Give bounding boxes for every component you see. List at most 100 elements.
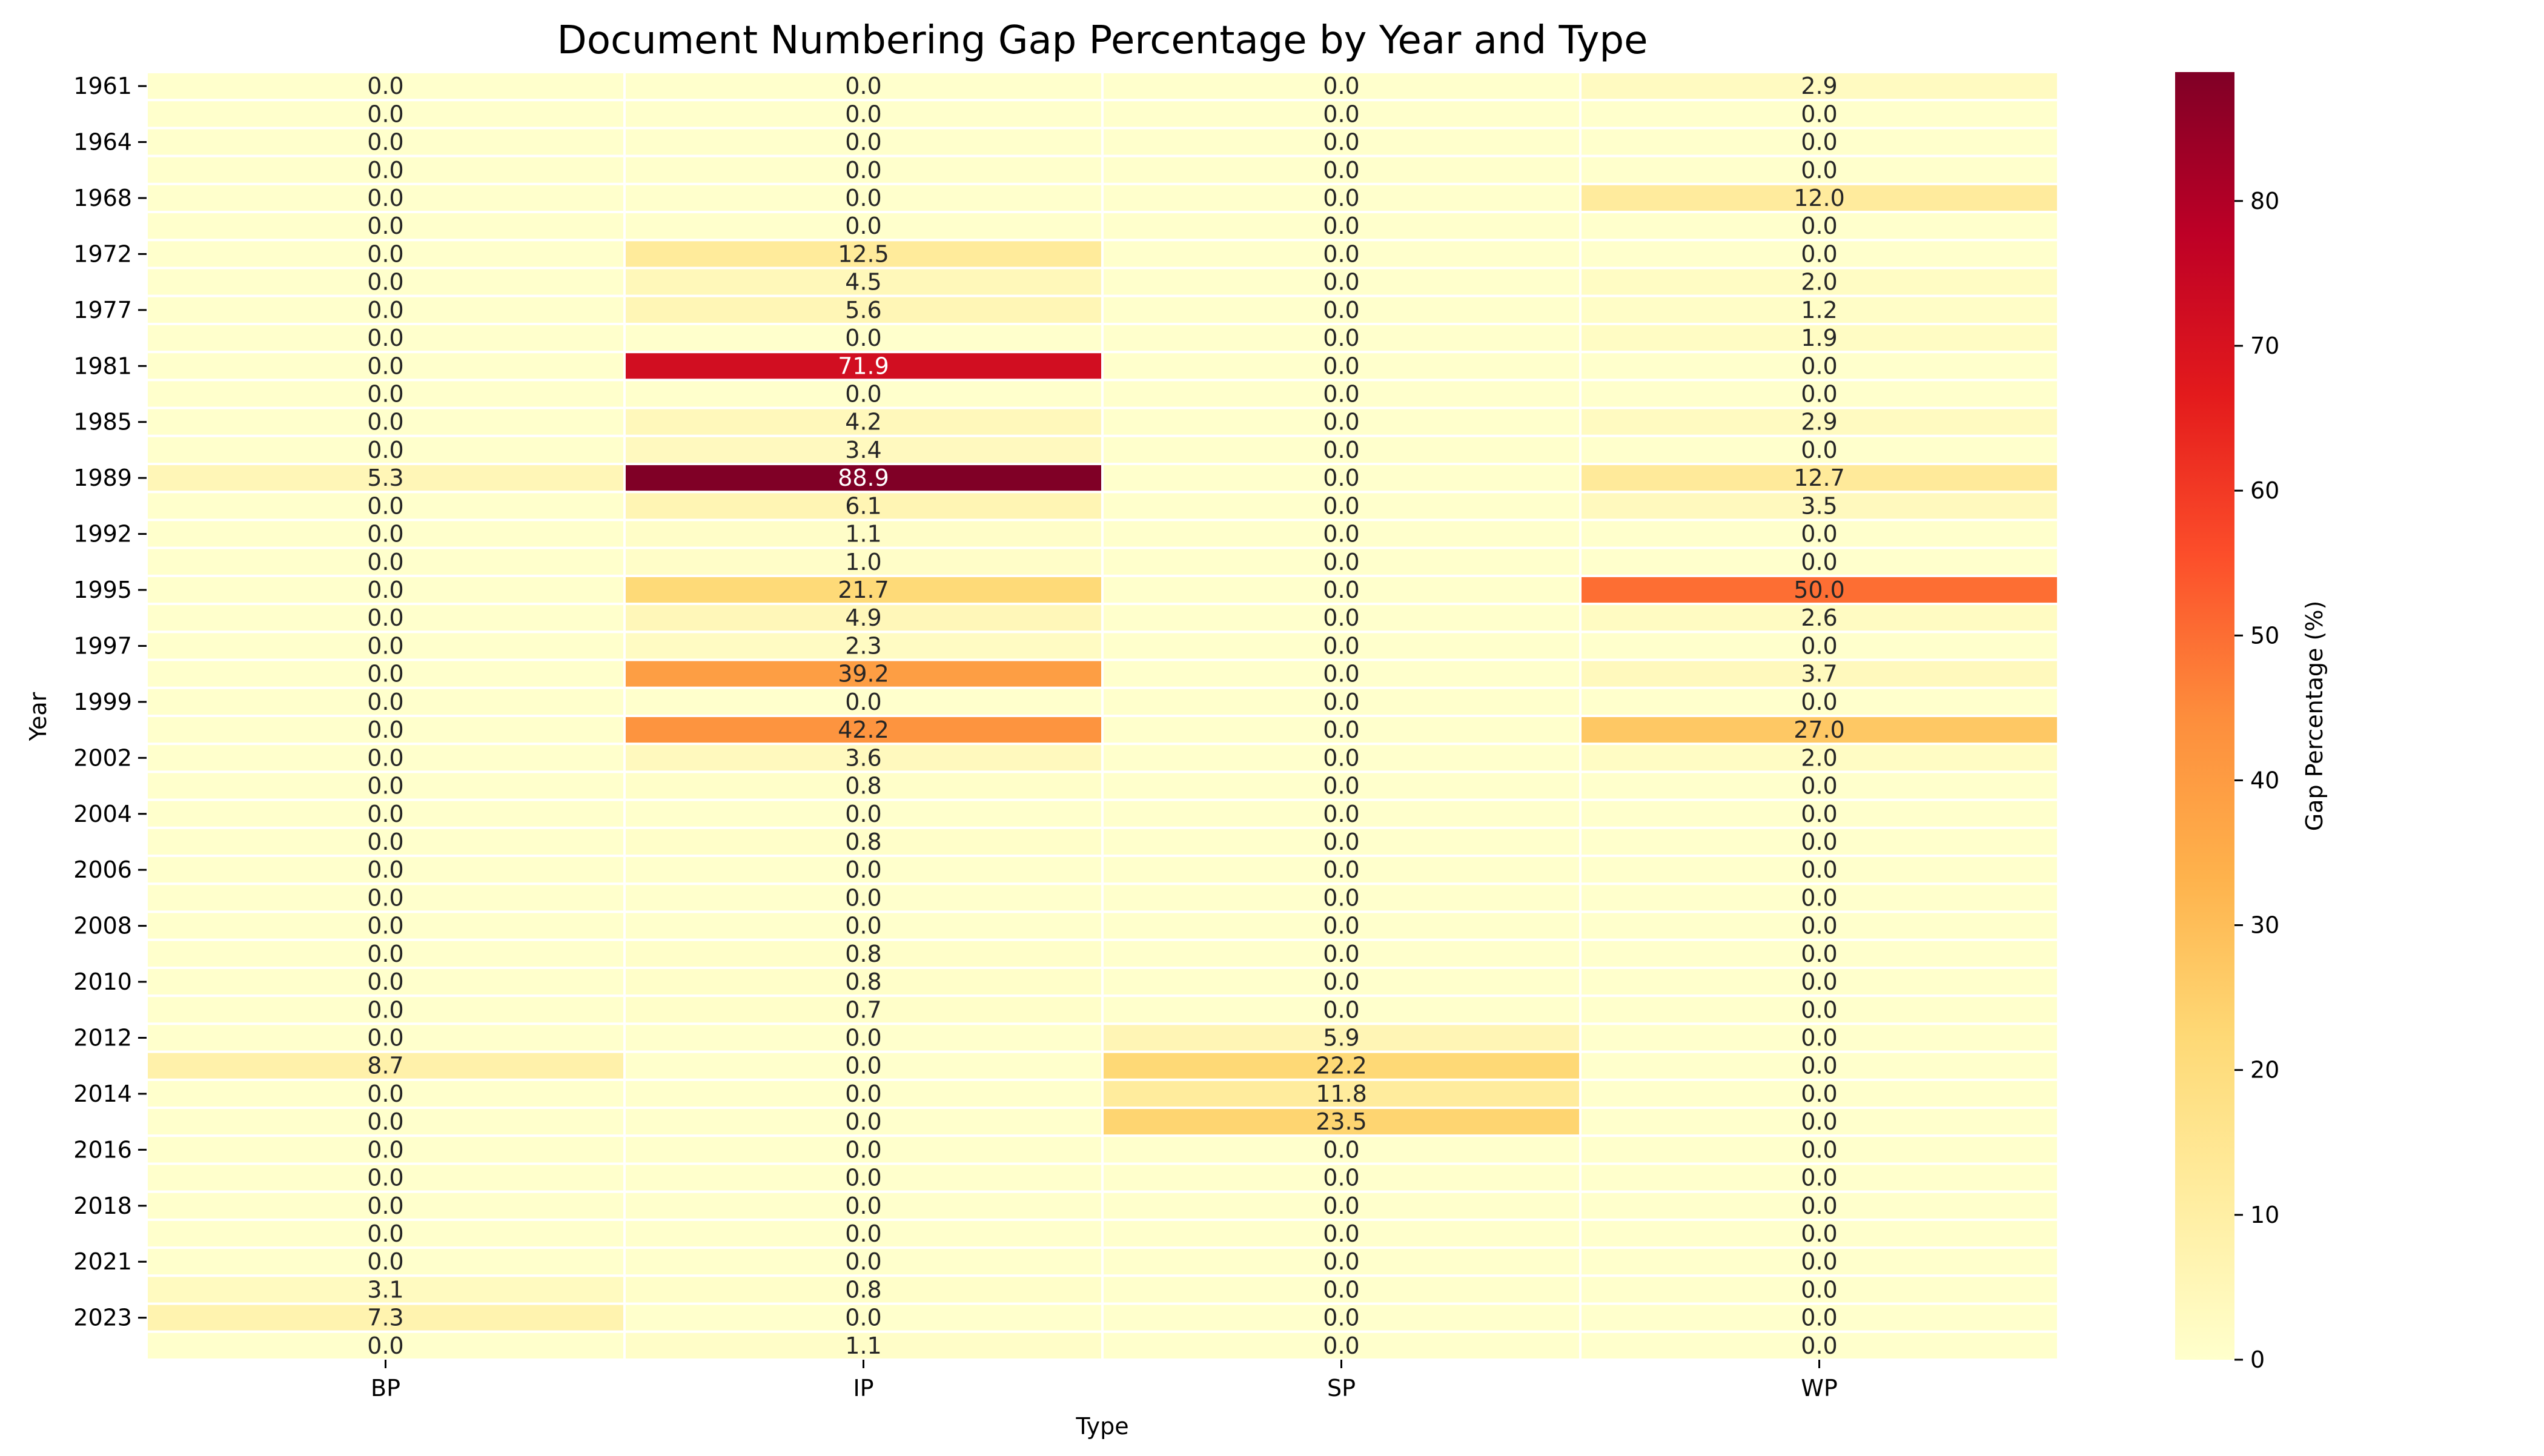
- heatmap-cell: [1101, 211, 1582, 242]
- x-tick-label: IP: [853, 1375, 873, 1401]
- y-axis: 1961 1964 1968 1972 1977 1981 1985 1989 1992 1995…: [73, 73, 147, 1331]
- heatmap-cell-label: 0.0: [1323, 1248, 1359, 1275]
- heatmap-cell-label: 1.2: [1801, 297, 1837, 323]
- heatmap-cell-label: 0.0: [1323, 1305, 1359, 1331]
- heatmap-cell-label: 0.0: [1323, 884, 1359, 911]
- heatmap-cell-label: 0.0: [845, 185, 881, 211]
- heatmap-cell-label: 88.9: [838, 465, 889, 491]
- heatmap-cell-label: 0.0: [845, 101, 881, 127]
- heatmap-cell-label: 0.0: [845, 129, 881, 156]
- heatmap-cell-label: 0.0: [367, 240, 403, 267]
- heatmap-cell-label: 4.5: [845, 269, 881, 296]
- heatmap-cell: [1579, 1330, 2059, 1362]
- heatmap-cell-label: 23.5: [1316, 1108, 1367, 1135]
- heatmap-cell-label: 0.0: [1323, 129, 1359, 156]
- heatmap-cell-label: 0.0: [1323, 101, 1359, 127]
- heatmap-cell-label: 3.7: [1801, 661, 1837, 687]
- heatmap-cell: [145, 546, 626, 577]
- heatmap-cell: [623, 770, 1104, 801]
- heatmap-cell-label: 50.0: [1794, 577, 1845, 603]
- heatmap-cell-label: 0.0: [845, 1193, 881, 1219]
- heatmap-cell-label: 0.8: [845, 941, 881, 967]
- heatmap-cell-label: 0.0: [367, 1248, 403, 1275]
- heatmap-cell-label: 0.0: [1323, 185, 1359, 211]
- heatmap-cell-label: 6.1: [845, 492, 881, 519]
- heatmap-cell-label: 0.0: [1801, 101, 1837, 127]
- heatmap-cell: [1101, 686, 1582, 717]
- heatmap-cell-labels: 0.0 0.0 0.0 2.90.0 0.0 0.0 0.00.0 0.0 0.0 0.00.0 0…: [367, 73, 1845, 1359]
- heatmap-cell: [1579, 1274, 2059, 1305]
- heatmap-cell: [623, 910, 1104, 941]
- heatmap-cell-label: 0.0: [367, 1220, 403, 1247]
- y-tick-label: 2018: [73, 1193, 132, 1219]
- heatmap-cell-label: 0.0: [1323, 577, 1359, 603]
- heatmap-cell: [1101, 603, 1582, 634]
- y-tick-label: 2021: [73, 1248, 132, 1275]
- heatmap-cell-label: 0.0: [1323, 996, 1359, 1023]
- colorbar-tick-label: 20: [2250, 1057, 2279, 1084]
- heatmap-cell: [1101, 406, 1582, 437]
- colorbar-tick-label: 30: [2250, 912, 2279, 939]
- heatmap-cell-label: 0.0: [367, 352, 403, 379]
- heatmap-cell-label: 0.0: [367, 325, 403, 351]
- y-tick-label: 1981: [73, 352, 132, 379]
- heatmap-cell-label: 0.0: [845, 381, 881, 408]
- heatmap-cell: [623, 603, 1104, 634]
- y-tick-label: 1972: [73, 240, 132, 267]
- heatmap-cell: [1579, 994, 2059, 1025]
- heatmap-cell: [1101, 855, 1582, 885]
- heatmap-cell-label: 3.4: [845, 437, 881, 463]
- heatmap-cell-label: 0.0: [367, 801, 403, 827]
- colorbar-gradient: [2175, 72, 2234, 1360]
- heatmap-cell-label: 0.0: [1323, 604, 1359, 631]
- heatmap-cell: [1101, 658, 1582, 689]
- heatmap-cell-label: 0.0: [1323, 829, 1359, 855]
- heatmap-cell-label: 0.0: [1801, 884, 1837, 911]
- heatmap-cell: [145, 322, 626, 354]
- heatmap-cell-label: 0.0: [367, 101, 403, 127]
- heatmap-cell-label: 0.0: [845, 213, 881, 239]
- heatmap-cell: [1579, 1078, 2059, 1110]
- heatmap-cell-label: 0.0: [1323, 437, 1359, 463]
- colorbar-tick-label: 80: [2250, 188, 2279, 214]
- heatmap-cell-label: 0.0: [1801, 437, 1837, 463]
- y-tick-label: 2004: [73, 801, 132, 827]
- heatmap-cell-label: 0.0: [1801, 968, 1837, 995]
- heatmap-cell: [623, 994, 1104, 1025]
- heatmap-cell-label: 11.8: [1316, 1080, 1367, 1107]
- colorbar-tick-label: 10: [2250, 1202, 2279, 1228]
- heatmap-cell: [1101, 966, 1582, 998]
- heatmap-cell-label: 0.0: [1323, 213, 1359, 239]
- y-tick-label: 2008: [73, 913, 132, 939]
- heatmap-cell-label: 0.0: [845, 1080, 881, 1107]
- heatmap-cell: [1101, 434, 1582, 466]
- heatmap-cell: [1101, 239, 1582, 270]
- heatmap-cell-label: 0.0: [1323, 352, 1359, 379]
- heatmap-cell-label: 0.0: [1801, 381, 1837, 408]
- heatmap-cell: [1579, 546, 2059, 577]
- heatmap-cell-label: 3.5: [1801, 492, 1837, 519]
- heatmap-cell: [1101, 1078, 1582, 1110]
- heatmap-cell: [623, 1330, 1104, 1362]
- heatmap-cell-label: 0.0: [1323, 492, 1359, 519]
- heatmap-cell-label: 0.0: [1801, 941, 1837, 967]
- heatmap-cell-label: 4.9: [845, 604, 881, 631]
- heatmap-cell-label: 0.0: [1323, 325, 1359, 351]
- heatmap-cell-label: 0.0: [1323, 1220, 1359, 1247]
- heatmap-cell: [1579, 882, 2059, 913]
- heatmap-cell-label: 0.0: [845, 1220, 881, 1247]
- heatmap-cell-label: 12.0: [1794, 185, 1845, 211]
- x-tick-label: SP: [1327, 1375, 1356, 1401]
- heatmap-cell-label: 0.0: [367, 661, 403, 687]
- colorbar-tick-label: 70: [2250, 333, 2279, 359]
- heatmap-cell-label: 1.1: [845, 521, 881, 548]
- heatmap-cell-label: 0.0: [367, 1193, 403, 1219]
- heatmap-cell: [1579, 211, 2059, 242]
- heatmap-cell-label: 0.0: [367, 409, 403, 435]
- heatmap-cell: [623, 826, 1104, 858]
- heatmap-cell-label: 21.7: [838, 577, 889, 603]
- heatmap-cell: [1579, 630, 2059, 661]
- heatmap-cell-label: 0.8: [845, 968, 881, 995]
- heatmap-cell-label: 0.0: [845, 884, 881, 911]
